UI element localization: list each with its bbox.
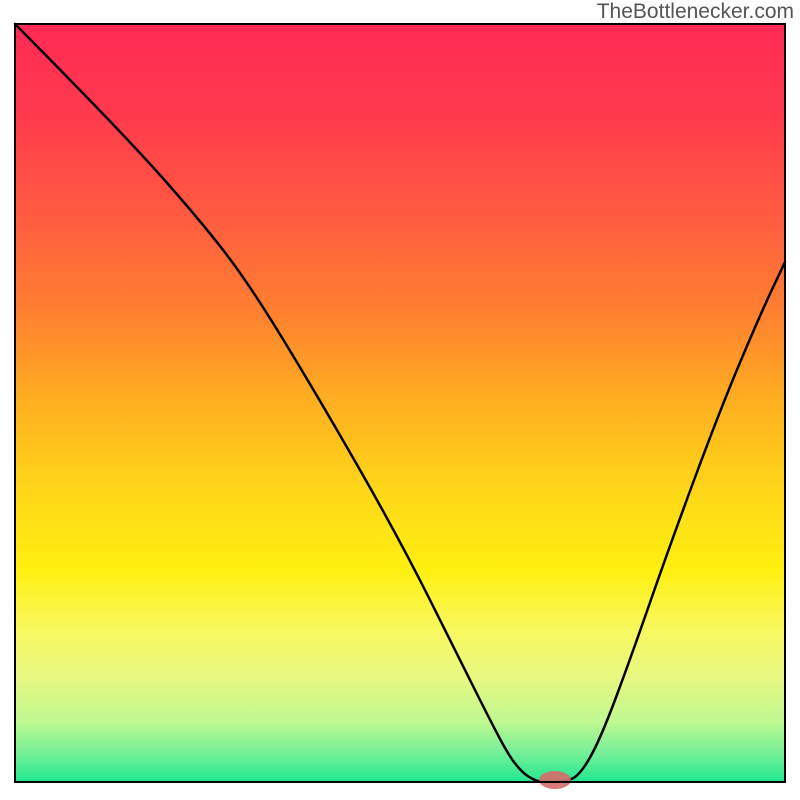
watermark-text: TheBottlenecker.com	[597, 0, 794, 24]
bottleneck-chart	[0, 0, 800, 800]
minimum-marker	[539, 771, 571, 789]
plot-background	[15, 24, 785, 782]
chart-container: TheBottlenecker.com	[0, 0, 800, 800]
